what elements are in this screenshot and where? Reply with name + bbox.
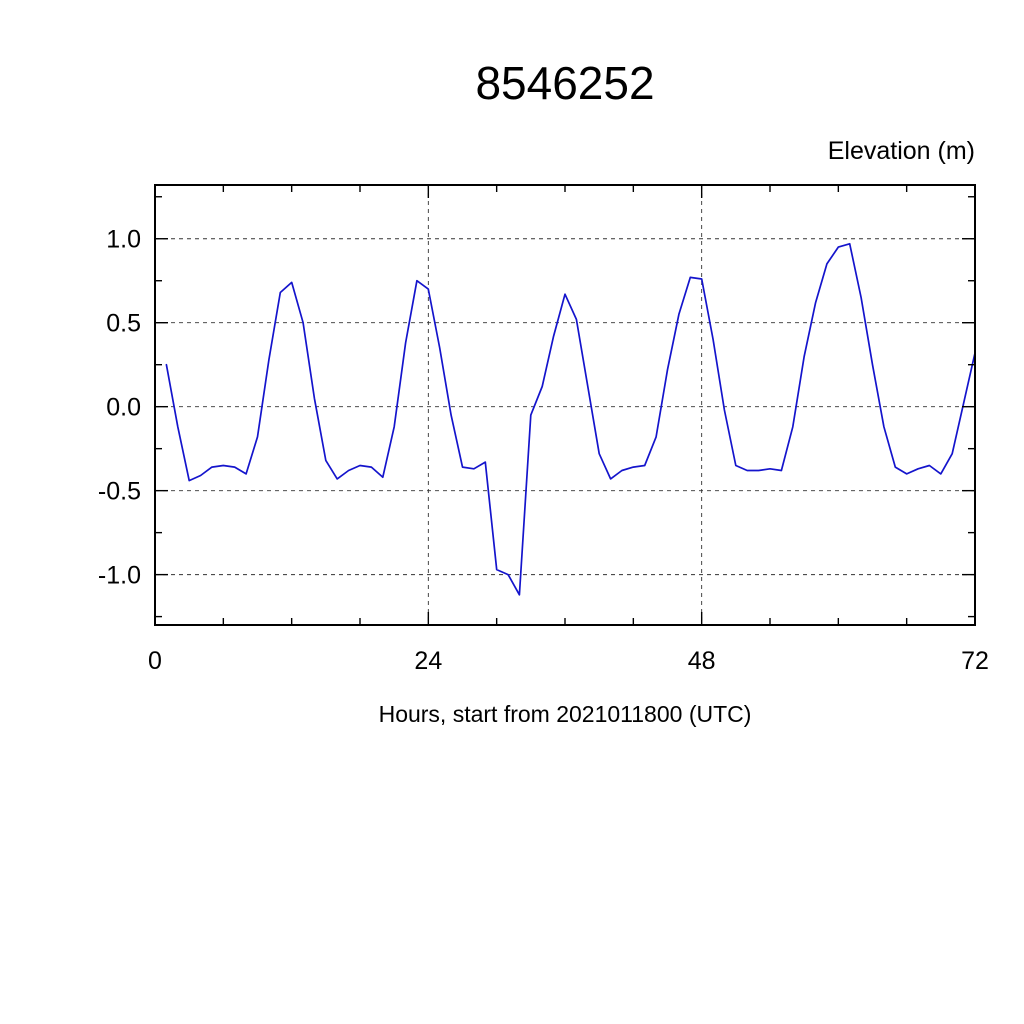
y-tick-label: 0.0 [106,394,141,422]
series-tide-elevation [165,242,976,596]
x-tick-label: 0 [148,647,162,675]
x-axis-label: Hours, start from 2021011800 (UTC) [378,701,752,727]
x-tick-label: 48 [688,647,716,675]
y-tick-label: 1.0 [106,226,141,254]
y-tick-label: -1.0 [98,562,141,590]
y-tick-label: -0.5 [98,478,141,506]
chart-title: 8546252 [475,57,655,109]
y-tick-label: 0.5 [106,310,141,338]
x-tick-label: 72 [961,647,989,675]
elevation-unit-label: Elevation (m) [827,137,975,165]
x-tick-label: 24 [414,647,442,675]
